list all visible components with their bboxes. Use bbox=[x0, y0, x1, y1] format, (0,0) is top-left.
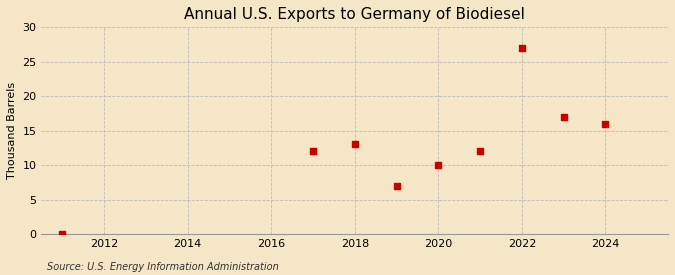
Point bbox=[600, 122, 611, 126]
Point bbox=[433, 163, 443, 167]
Point bbox=[308, 149, 319, 153]
Title: Annual U.S. Exports to Germany of Biodiesel: Annual U.S. Exports to Germany of Biodie… bbox=[184, 7, 525, 22]
Point bbox=[475, 149, 485, 153]
Y-axis label: Thousand Barrels: Thousand Barrels bbox=[7, 82, 17, 179]
Point bbox=[391, 183, 402, 188]
Point bbox=[516, 46, 527, 50]
Point bbox=[350, 142, 360, 147]
Point bbox=[558, 115, 569, 119]
Text: Source: U.S. Energy Information Administration: Source: U.S. Energy Information Administ… bbox=[47, 262, 279, 272]
Point bbox=[57, 232, 68, 236]
